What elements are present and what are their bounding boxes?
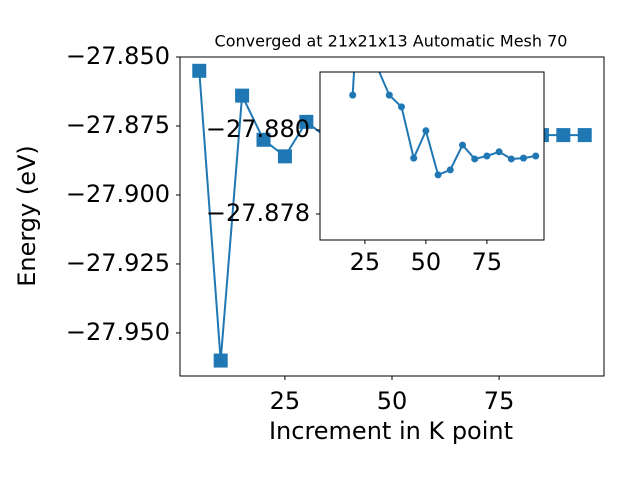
data-point [577, 128, 592, 143]
plot-frame [179, 56, 605, 377]
y-axis-label: Energy (eV) [13, 145, 41, 287]
y-tick-label: −27.925 [66, 249, 170, 277]
x-tick-label: 25 [350, 248, 381, 276]
data-point [235, 88, 250, 103]
data-point [446, 166, 454, 174]
data-point [507, 155, 515, 163]
x-tick-label: 50 [411, 248, 442, 276]
data-point [277, 149, 292, 164]
plot-clip [349, 72, 540, 179]
data-point [556, 128, 571, 143]
data-point [349, 91, 357, 99]
y-tick-label: −27.880 [206, 115, 310, 143]
data-line [351, 72, 536, 177]
chart-title: Converged at 21x21x13 Automatic Mesh 70 [215, 32, 568, 51]
data-point [495, 148, 503, 156]
data-point [471, 155, 479, 163]
y-tick-label: −27.900 [66, 180, 170, 208]
y-tick-label: −27.950 [66, 318, 170, 346]
data-point [459, 141, 467, 149]
data-point [532, 152, 540, 160]
data-point [434, 171, 442, 179]
data-point [299, 114, 314, 129]
plot-frame [319, 71, 545, 241]
x-tick-label: 75 [484, 387, 515, 415]
data-point [410, 154, 418, 162]
data-point [256, 132, 271, 147]
x-tick-label: 25 [270, 387, 301, 415]
data-point [213, 353, 228, 368]
data-point [520, 154, 528, 162]
y-tick-label: −27.875 [66, 111, 170, 139]
data-point [192, 63, 207, 78]
x-axis-label: Increment in K point [269, 417, 513, 445]
x-tick-label: 75 [472, 248, 503, 276]
data-point [397, 103, 405, 111]
data-point [483, 152, 491, 160]
x-tick-label: 50 [377, 387, 408, 415]
data-point [385, 91, 393, 99]
y-tick-label: −27.878 [206, 199, 310, 227]
y-tick-label: −27.850 [66, 42, 170, 70]
data-point [422, 127, 430, 135]
